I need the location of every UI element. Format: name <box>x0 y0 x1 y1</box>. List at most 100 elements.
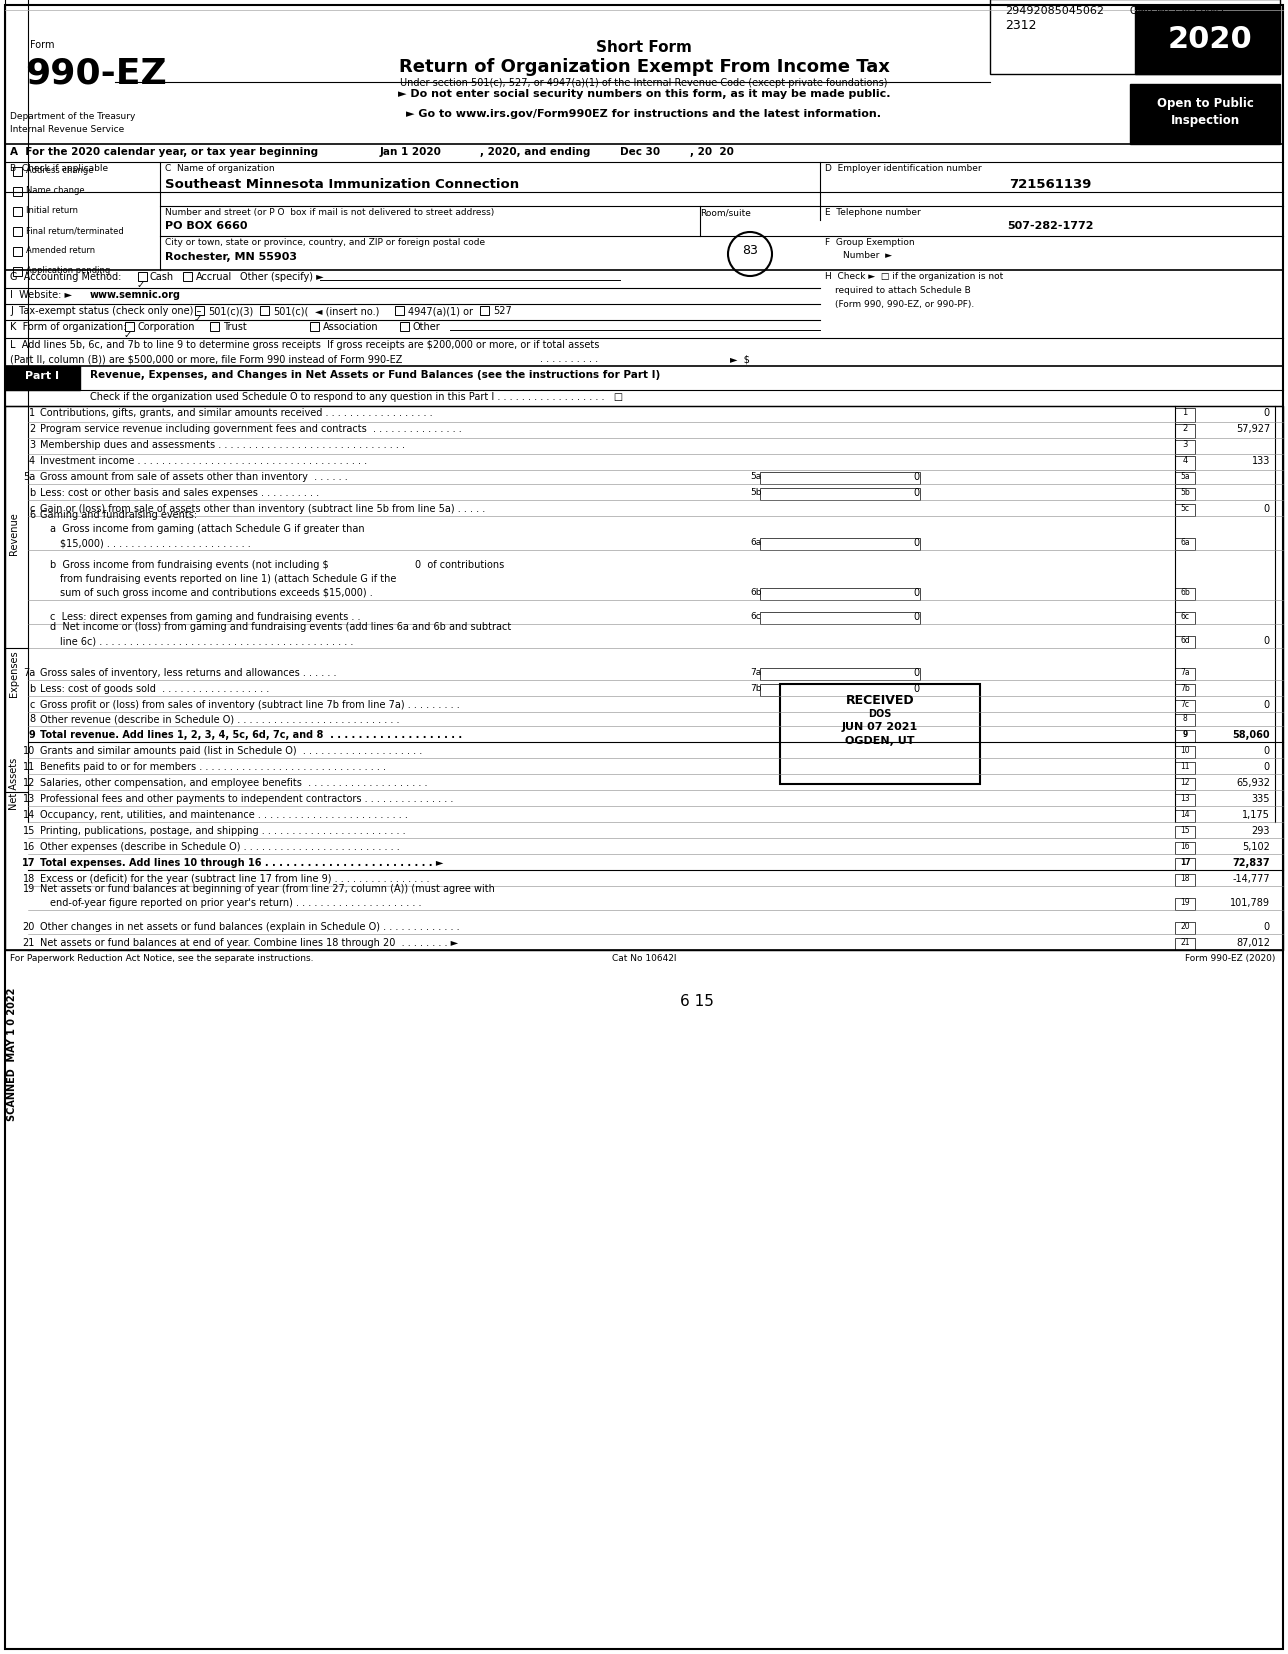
Text: Expenses: Expenses <box>9 650 19 698</box>
Text: 14: 14 <box>1180 810 1190 819</box>
Text: Net Assets: Net Assets <box>9 758 19 810</box>
Text: 0: 0 <box>914 589 920 599</box>
Text: Jan 1 2020: Jan 1 2020 <box>380 147 442 157</box>
Text: 17: 17 <box>22 858 35 868</box>
Text: 335: 335 <box>1252 794 1270 804</box>
Text: 6: 6 <box>28 509 35 519</box>
Text: 101,789: 101,789 <box>1230 898 1270 908</box>
Text: 1: 1 <box>1182 409 1188 417</box>
Text: Gaming and fundraising events:: Gaming and fundraising events: <box>40 509 197 519</box>
Text: Short Form: Short Form <box>596 40 692 55</box>
Text: 2312: 2312 <box>1005 18 1037 31</box>
Bar <box>13 246 22 256</box>
Text: ►  $: ► $ <box>730 354 750 364</box>
Text: 990-EZ: 990-EZ <box>24 56 166 89</box>
Bar <box>1175 794 1195 805</box>
Text: Professional fees and other payments to independent contractors . . . . . . . . : Professional fees and other payments to … <box>40 794 453 804</box>
Bar <box>1175 637 1195 648</box>
Text: c: c <box>30 700 35 710</box>
Text: b: b <box>28 685 35 695</box>
Text: 0: 0 <box>1264 746 1270 756</box>
Text: 29492085045062: 29492085045062 <box>1005 7 1104 17</box>
Text: 7b: 7b <box>750 685 761 693</box>
Text: 4947(a)(1) or: 4947(a)(1) or <box>408 306 473 316</box>
Text: Excess or (deficit) for the year (subtract line 17 from line 9) . . . . . . . . : Excess or (deficit) for the year (subtra… <box>40 873 429 883</box>
Text: Under section 501(c), 527, or 4947(a)(1) of the Internal Revenue Code (except pr: Under section 501(c), 527, or 4947(a)(1)… <box>401 78 887 88</box>
Bar <box>1175 409 1195 422</box>
Bar <box>1175 504 1195 516</box>
Bar <box>5 405 1283 949</box>
Text: b: b <box>28 488 35 498</box>
Bar <box>480 306 489 314</box>
Bar <box>1175 810 1195 822</box>
Text: Final return/terminated: Final return/terminated <box>26 227 124 235</box>
Text: Part I: Part I <box>24 370 59 380</box>
Bar <box>138 271 147 281</box>
Text: 0: 0 <box>1264 921 1270 931</box>
Bar <box>310 323 319 331</box>
Text: 8: 8 <box>1182 715 1188 723</box>
Text: OGDEN, UT: OGDEN, UT <box>845 736 914 746</box>
Text: 19: 19 <box>1180 898 1190 906</box>
Text: ► Go to www.irs.gov/Form990EZ for instructions and the latest information.: ► Go to www.irs.gov/Form990EZ for instru… <box>407 109 881 119</box>
Text: Dec 30: Dec 30 <box>620 147 661 157</box>
Bar <box>1135 7 1280 74</box>
Bar <box>13 167 22 175</box>
Bar <box>1175 873 1195 887</box>
Bar <box>5 366 80 390</box>
Text: Number and street (or P O  box if mail is not delivered to street address): Number and street (or P O box if mail is… <box>165 208 495 217</box>
Text: 6a: 6a <box>750 538 761 547</box>
Text: Contributions, gifts, grants, and similar amounts received . . . . . . . . . . .: Contributions, gifts, grants, and simila… <box>40 409 433 418</box>
Bar <box>13 207 22 217</box>
Text: c  Less: direct expenses from gaming and fundraising events . .: c Less: direct expenses from gaming and … <box>50 612 361 622</box>
Text: 3: 3 <box>1182 440 1188 448</box>
Text: 0: 0 <box>914 612 920 622</box>
Bar <box>1175 938 1195 949</box>
Text: RECEIVED: RECEIVED <box>846 695 914 706</box>
Text: 6c: 6c <box>1181 612 1190 620</box>
Bar <box>401 323 410 331</box>
Text: 13: 13 <box>1180 794 1190 802</box>
Bar <box>1175 842 1195 853</box>
Text: , 2020, and ending: , 2020, and ending <box>480 147 590 157</box>
Text: Total revenue. Add lines 1, 2, 3, 4, 5c, 6d, 7c, and 8  . . . . . . . . . . . . : Total revenue. Add lines 1, 2, 3, 4, 5c,… <box>40 729 462 739</box>
Bar <box>1175 858 1195 870</box>
Text: Program service revenue including government fees and contracts  . . . . . . . .: Program service revenue including govern… <box>40 423 462 433</box>
Text: F  Group Exemption: F Group Exemption <box>826 238 914 246</box>
Text: ✓: ✓ <box>194 314 202 324</box>
Text: PO BOX 6660: PO BOX 6660 <box>165 222 247 232</box>
Text: Address change: Address change <box>26 165 94 175</box>
Bar <box>1175 538 1195 551</box>
Text: 17: 17 <box>1180 858 1190 867</box>
Text: 6b: 6b <box>1180 589 1190 597</box>
Text: 5,102: 5,102 <box>1242 842 1270 852</box>
Text: (Part II, column (B)) are $500,000 or more, file Form 990 instead of Form 990-EZ: (Part II, column (B)) are $500,000 or mo… <box>10 354 402 364</box>
Text: Open to Public
Inspection: Open to Public Inspection <box>1157 98 1253 127</box>
Text: 13: 13 <box>23 794 35 804</box>
Text: 8: 8 <box>28 715 35 724</box>
Text: A  For the 2020 calendar year, or tax year beginning: A For the 2020 calendar year, or tax yea… <box>10 147 318 157</box>
Text: Other changes in net assets or fund balances (explain in Schedule O) . . . . . .: Other changes in net assets or fund bala… <box>40 921 460 931</box>
Text: Check if the organization used Schedule O to respond to any question in this Par: Check if the organization used Schedule … <box>90 392 623 402</box>
Text: Less: cost of goods sold  . . . . . . . . . . . . . . . . . .: Less: cost of goods sold . . . . . . . .… <box>40 685 269 695</box>
Text: 9: 9 <box>28 729 35 739</box>
Bar <box>13 227 22 237</box>
Text: 16: 16 <box>23 842 35 852</box>
Text: 501(c)(3): 501(c)(3) <box>207 306 254 316</box>
Text: 57,927: 57,927 <box>1235 423 1270 433</box>
Text: 6 15: 6 15 <box>680 994 714 1009</box>
Text: 5a: 5a <box>1180 471 1190 481</box>
Text: 11: 11 <box>23 762 35 772</box>
Bar <box>1175 746 1195 758</box>
Text: 18: 18 <box>23 873 35 883</box>
Text: 12: 12 <box>23 777 35 787</box>
Text: Investment income . . . . . . . . . . . . . . . . . . . . . . . . . . . . . . . : Investment income . . . . . . . . . . . … <box>40 457 367 466</box>
Text: 19: 19 <box>23 883 35 895</box>
Bar <box>210 323 219 331</box>
Text: Form: Form <box>30 40 54 50</box>
Text: Trust: Trust <box>223 323 247 332</box>
Bar <box>1175 762 1195 774</box>
Text: 7a: 7a <box>23 668 35 678</box>
Text: 1,175: 1,175 <box>1242 810 1270 820</box>
Text: 2: 2 <box>28 423 35 433</box>
